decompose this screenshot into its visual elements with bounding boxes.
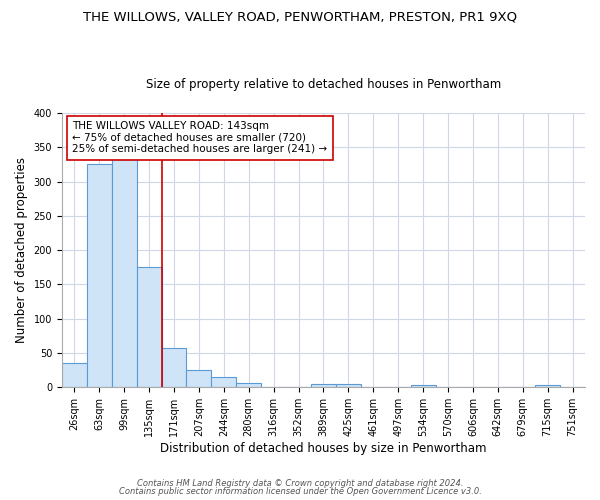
Bar (62, 364, 87, 388)
Bar (137, 268, 161, 388)
Bar (112, 158, 137, 388)
Text: Contains HM Land Registry data © Crown copyright and database right 2024.: Contains HM Land Registry data © Crown c… (137, 478, 463, 488)
Text: THE WILLOWS VALLEY ROAD: 143sqm
← 75% of detached houses are smaller (720)
25% o: THE WILLOWS VALLEY ROAD: 143sqm ← 75% of… (73, 121, 328, 154)
Bar (410, 384, 436, 388)
Text: Contains public sector information licensed under the Open Government Licence v3: Contains public sector information licen… (119, 487, 481, 496)
Bar (311, 384, 336, 388)
Bar (535, 384, 560, 388)
Bar (87, 164, 112, 388)
Bar (336, 384, 361, 388)
Bar (211, 377, 236, 388)
X-axis label: Distribution of detached houses by size in Penwortham: Distribution of detached houses by size … (160, 442, 487, 455)
Bar (236, 383, 261, 388)
Y-axis label: Number of detached properties: Number of detached properties (15, 157, 28, 343)
Bar (161, 348, 187, 388)
Title: Size of property relative to detached houses in Penwortham: Size of property relative to detached ho… (146, 78, 501, 91)
Bar (187, 370, 211, 388)
Text: THE WILLOWS, VALLEY ROAD, PENWORTHAM, PRESTON, PR1 9XQ: THE WILLOWS, VALLEY ROAD, PENWORTHAM, PR… (83, 10, 517, 23)
